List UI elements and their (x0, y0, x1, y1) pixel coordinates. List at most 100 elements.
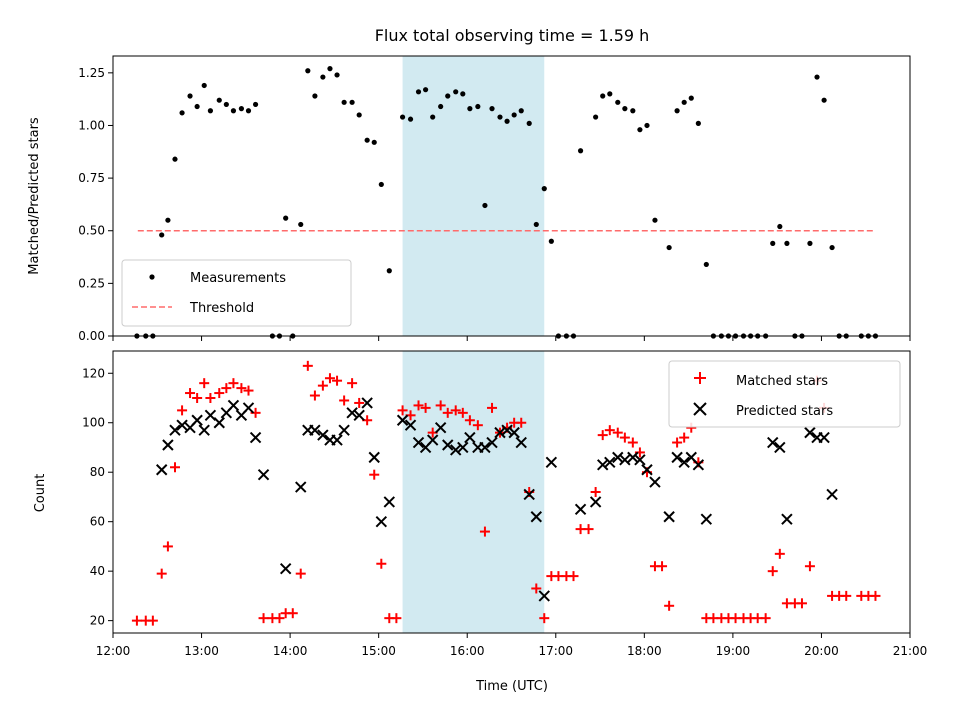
measurement-point (829, 244, 835, 251)
predicted-star-point (396, 414, 409, 426)
measurement-point (423, 87, 429, 93)
matched-star-point (664, 600, 675, 611)
matched-star-point (457, 407, 468, 418)
predicted-star-point (494, 426, 506, 439)
measurement-point (770, 240, 776, 246)
count-points (131, 360, 881, 626)
predicted-star-point (191, 414, 203, 426)
matched-star-point (583, 524, 594, 535)
predicted-star-point (368, 451, 380, 464)
matched-star-point (450, 405, 461, 416)
matched-star-point (185, 388, 196, 399)
measurement-point (341, 99, 347, 105)
measurement-point (238, 106, 245, 112)
legend-dot-marker (149, 274, 155, 280)
measurement-point (593, 114, 599, 120)
predicted-star-point (678, 456, 690, 469)
measurement-point (703, 261, 709, 268)
matched-star-point (228, 378, 239, 389)
matched-star-point (162, 541, 173, 552)
top-axes-frame (112, 55, 911, 337)
predicted-star-point (338, 424, 350, 436)
matched-star-point (131, 615, 142, 626)
measurement-point (807, 240, 813, 246)
matched-star-point (324, 373, 335, 384)
predicted-star-point (383, 496, 396, 508)
bottom-y-tick-label: 60 (90, 515, 105, 529)
matched-star-point (214, 388, 225, 399)
x-tick-label: 16:00 (450, 644, 485, 658)
predicted-star-point (331, 434, 343, 446)
matched-star-point (339, 395, 350, 406)
measurement-point (207, 108, 214, 114)
predicted-star-point (508, 426, 520, 439)
predicted-star-point (538, 590, 550, 602)
legend-plus-marker (694, 372, 706, 384)
measurement-point (334, 72, 340, 78)
top-y-tick-label: 0.75 (78, 171, 105, 185)
matched-star-point (156, 568, 167, 579)
predicted-star-point (169, 424, 181, 436)
matched-star-point (672, 437, 683, 448)
measurement-point (283, 215, 289, 221)
predicted-star-point (574, 503, 587, 516)
measurement-point (312, 93, 318, 99)
predicted-star-point (457, 441, 469, 454)
matched-star-point (420, 402, 431, 413)
predicted-star-point (426, 434, 439, 446)
predicted-star-point (597, 459, 609, 471)
predicted-star-point (353, 409, 365, 422)
predicted-star-point (450, 444, 462, 456)
top-y-tick-label: 1.25 (78, 66, 105, 80)
predicted-star-point (641, 464, 653, 476)
matched-star-point (627, 437, 638, 448)
bottom-y-tick-label: 120 (82, 366, 105, 380)
predicted-star-point (249, 431, 262, 444)
matched-star-point (472, 420, 483, 431)
measurement-point (320, 74, 326, 80)
measurement-point (460, 91, 466, 97)
measurement-point (607, 91, 613, 97)
predicted-star-point (434, 421, 447, 434)
measurement-point (194, 103, 200, 110)
measurement-point (187, 93, 193, 99)
x-axis-label: Time (UTC) (475, 679, 548, 694)
legend-matched-label: Matched stars (736, 374, 828, 389)
top-y-tick-label: 0.00 (78, 329, 105, 343)
measurement-point (430, 114, 436, 120)
matched-star-point (760, 613, 771, 624)
measurement-point (399, 114, 406, 120)
predicted-star-point (412, 436, 425, 449)
measurement-point (541, 186, 547, 192)
matched-star-point (177, 405, 188, 416)
matched-star-point (479, 526, 490, 537)
matched-star-point (435, 400, 446, 411)
measurement-point (497, 114, 503, 120)
measurement-point (165, 217, 171, 223)
predicted-star-point (204, 409, 217, 422)
measurement-point (518, 108, 524, 114)
matched-star-point (302, 360, 313, 371)
matched-star-point (679, 432, 690, 443)
measurement-point (415, 89, 422, 95)
measurement-point (666, 244, 672, 251)
measurement-point (159, 232, 165, 238)
top-y-axis-label: Matched/Predicted stars (27, 117, 42, 275)
predicted-star-point (464, 431, 476, 444)
measurement-point (695, 120, 701, 126)
measurement-point (230, 108, 237, 114)
predicted-star-point (818, 431, 830, 444)
measurement-point (674, 108, 680, 114)
measurement-point (615, 99, 621, 105)
predicted-star-point (649, 476, 661, 488)
measurement-point (526, 120, 532, 126)
measurement-point (364, 137, 370, 143)
measurement-point (652, 217, 658, 223)
measurement-point (482, 202, 488, 209)
bottom-legend: Matched stars Predicted stars (668, 360, 901, 428)
matched-star-point (619, 432, 630, 443)
measurement-point (688, 95, 694, 101)
bottom-observing-window (402, 351, 545, 633)
matched-star-point (804, 561, 815, 572)
matched-star-point (516, 417, 527, 428)
